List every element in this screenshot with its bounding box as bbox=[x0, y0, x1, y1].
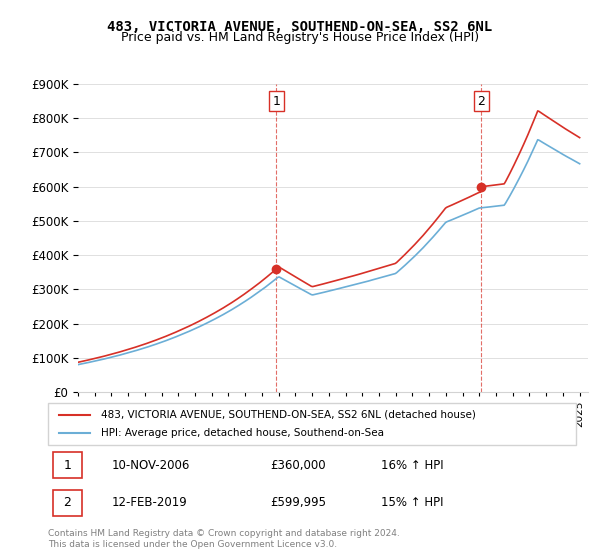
Text: Contains HM Land Registry data © Crown copyright and database right 2024.
This d: Contains HM Land Registry data © Crown c… bbox=[48, 529, 400, 549]
Text: 10-NOV-2006: 10-NOV-2006 bbox=[112, 459, 190, 472]
Text: £599,995: £599,995 bbox=[270, 496, 326, 509]
Text: 483, VICTORIA AVENUE, SOUTHEND-ON-SEA, SS2 6NL (detached house): 483, VICTORIA AVENUE, SOUTHEND-ON-SEA, S… bbox=[101, 410, 476, 420]
FancyBboxPatch shape bbox=[48, 403, 576, 445]
Text: HPI: Average price, detached house, Southend-on-Sea: HPI: Average price, detached house, Sout… bbox=[101, 428, 384, 438]
Text: Price paid vs. HM Land Registry's House Price Index (HPI): Price paid vs. HM Land Registry's House … bbox=[121, 31, 479, 44]
Text: 1: 1 bbox=[272, 95, 280, 108]
Text: 15% ↑ HPI: 15% ↑ HPI bbox=[380, 496, 443, 509]
Text: £360,000: £360,000 bbox=[270, 459, 325, 472]
Text: 16% ↑ HPI: 16% ↑ HPI bbox=[380, 459, 443, 472]
FancyBboxPatch shape bbox=[53, 489, 82, 516]
Text: 483, VICTORIA AVENUE, SOUTHEND-ON-SEA, SS2 6NL: 483, VICTORIA AVENUE, SOUTHEND-ON-SEA, S… bbox=[107, 20, 493, 34]
Text: 1: 1 bbox=[64, 459, 71, 472]
Text: 12-FEB-2019: 12-FEB-2019 bbox=[112, 496, 187, 509]
Text: 2: 2 bbox=[64, 496, 71, 509]
Text: 2: 2 bbox=[478, 95, 485, 108]
FancyBboxPatch shape bbox=[53, 452, 82, 478]
